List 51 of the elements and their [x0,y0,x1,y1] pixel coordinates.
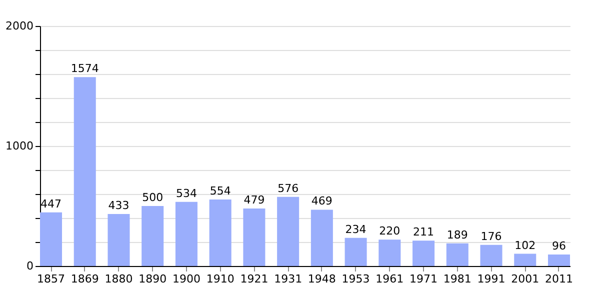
bar [74,77,96,266]
x-tick-label: 1953 [342,272,370,286]
x-tick-label: 2011 [544,272,573,286]
data-label: 189 [446,228,468,242]
bar [175,202,198,266]
bar [310,210,333,266]
bar [378,240,401,266]
data-label: 576 [278,182,299,195]
y-tick-label: 0 [26,260,34,272]
bar [209,200,232,266]
data-label: 234 [345,222,366,236]
bar [480,244,502,266]
bar [277,196,300,266]
data-label: 433 [108,199,130,212]
y-tick-label: 1000 [6,140,34,152]
x-tick-label: 1961 [376,272,404,286]
bar [243,208,266,266]
bar [412,240,435,266]
x-tick-label: 1869 [70,272,99,286]
x-tick-label: 1921 [240,272,268,286]
data-label: 1574 [70,62,99,76]
x-tick-label: 1857 [37,272,66,286]
x-tick-label: 1971 [410,272,438,286]
x-tick-label: 2001 [511,272,540,286]
data-label: 554 [210,184,231,198]
x-tick-label: 1880 [104,272,133,286]
x-tick-label: 1890 [138,272,167,286]
data-label: 176 [480,230,502,243]
data-label: 534 [176,186,197,200]
data-label: 469 [311,194,332,208]
bar [446,243,468,266]
y-tick-label: 2000 [6,20,34,32]
bar [344,238,367,266]
bar [514,254,536,266]
data-label: 500 [142,191,164,204]
data-label: 479 [244,194,265,207]
x-tick-label: 1981 [443,272,472,286]
x-tick-label: 1910 [206,272,234,286]
data-label: 96 [552,239,566,252]
data-label: 211 [413,226,434,239]
data-label: 220 [379,224,400,238]
data-label: 447 [40,197,62,210]
bar [108,214,130,266]
x-tick-label: 1948 [308,272,336,286]
x-tick-label: 1991 [477,272,506,286]
bar [142,206,164,266]
bar [548,254,570,266]
x-tick-label: 1931 [274,272,302,286]
data-label: 102 [514,238,536,252]
bar [40,212,62,266]
x-tick-label: 1900 [172,272,200,286]
